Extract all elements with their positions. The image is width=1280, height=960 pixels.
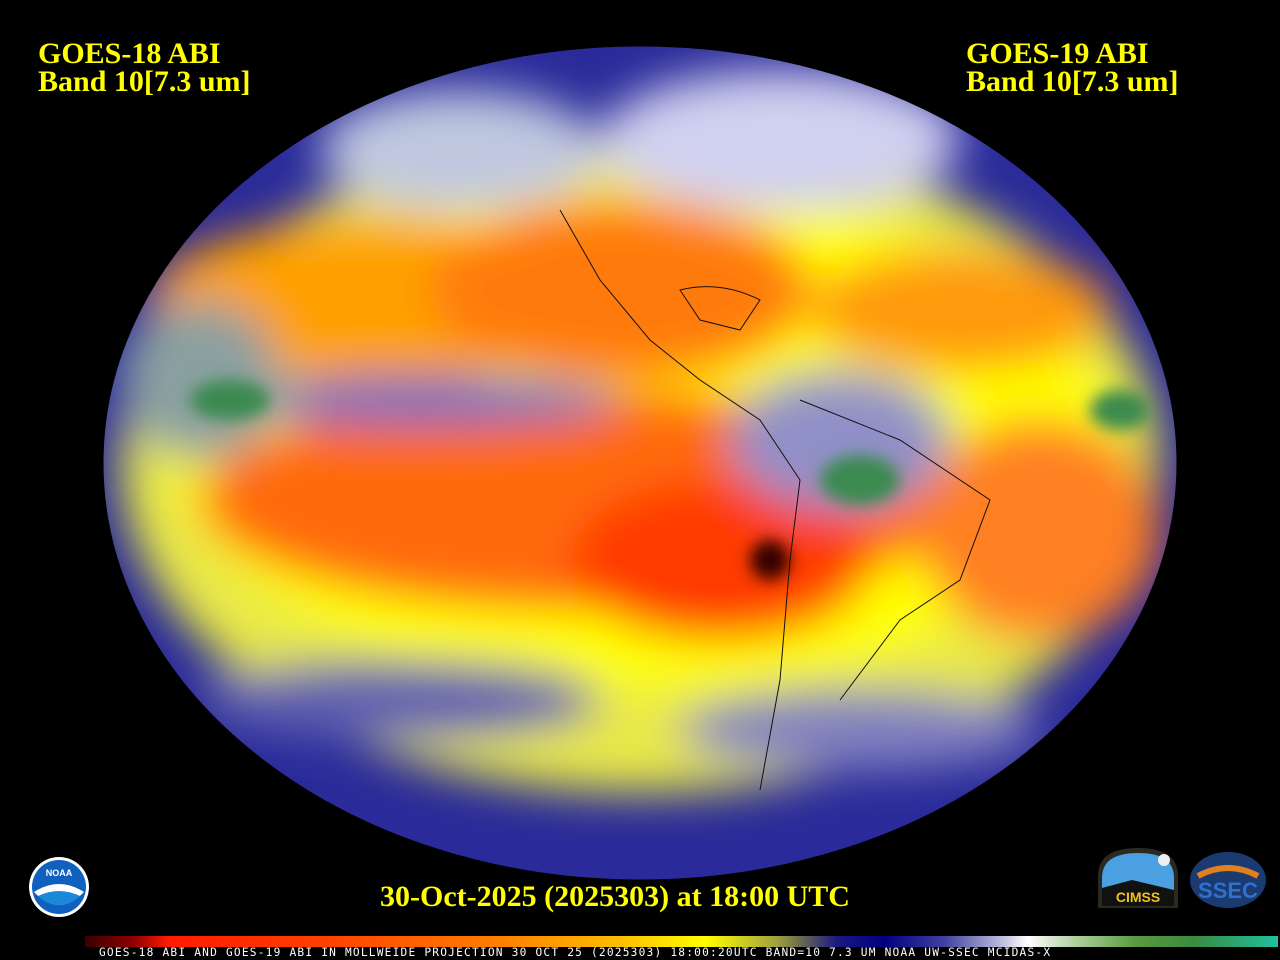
svg-text:SSEC: SSEC [1198,878,1258,903]
left-band-label: Band 10[7.3 um] [38,65,251,98]
svg-text:CIMSS: CIMSS [1116,889,1160,905]
ssec-logo: SSEC [1190,852,1266,908]
right-satellite-label: GOES-19 ABI Band 10[7.3 um] [966,37,1179,98]
image-caption: GOES-18 ABI AND GOES-19 ABI IN MOLLWEIDE… [99,946,1052,959]
image-datetime: 30-Oct-2025 (2025303) at 18:00 UTC [380,880,850,913]
cimss-logo: CIMSS [1098,848,1178,908]
left-satellite-name: GOES-18 ABI [38,37,221,70]
right-band-label: Band 10[7.3 um] [966,65,1179,98]
right-satellite-name: GOES-19 ABI [966,37,1149,70]
color-scale-bar [85,936,1278,947]
svg-text:NOAA: NOAA [46,868,73,878]
cimss-ssec-logos: CIMSS SSEC [1098,848,1266,908]
noaa-logo: NOAA [29,857,89,917]
gulf-of-mexico-coastline [679,286,761,331]
left-satellite-label: GOES-18 ABI Band 10[7.3 um] [38,37,251,98]
south-america-coastline [799,399,991,701]
americas-coastline [559,209,801,791]
satellite-imagery [103,46,1177,880]
